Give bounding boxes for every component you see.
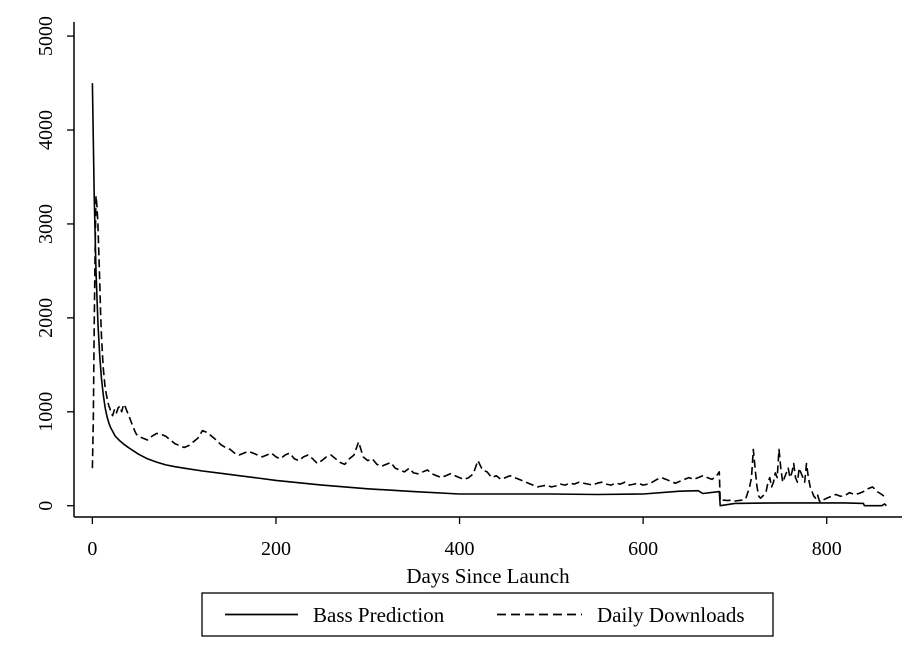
x-tick-label: 600 [628, 538, 658, 560]
legend-label-bass-prediction: Bass Prediction [313, 603, 445, 627]
x-tick-label: 0 [87, 538, 97, 560]
series-line-daily-downloads [91, 195, 887, 503]
series-line-bass-prediction [91, 83, 887, 507]
y-tick-label: 5000 [35, 16, 57, 56]
x-tick-label: 200 [261, 538, 291, 560]
y-tick-label: 1000 [35, 392, 57, 432]
x-axis-title: Days Since Launch [406, 564, 570, 588]
x-tick-label: 400 [445, 538, 475, 560]
x-tick-label: 800 [812, 538, 842, 560]
y-tick-label: 2000 [35, 298, 57, 338]
y-ticks: 0 1000 2000 3000 4000 5000 [35, 16, 74, 511]
y-tick-label: 0 [35, 501, 57, 511]
plot-frame [73, 22, 902, 518]
legend: Bass Prediction Daily Downloads [201, 592, 774, 637]
legend-label-daily-downloads: Daily Downloads [597, 603, 745, 627]
x-ticks: 0 200 400 600 800 [87, 517, 842, 560]
series-layer [91, 83, 887, 507]
y-tick-label: 3000 [35, 204, 57, 244]
y-tick-label: 4000 [35, 110, 57, 150]
